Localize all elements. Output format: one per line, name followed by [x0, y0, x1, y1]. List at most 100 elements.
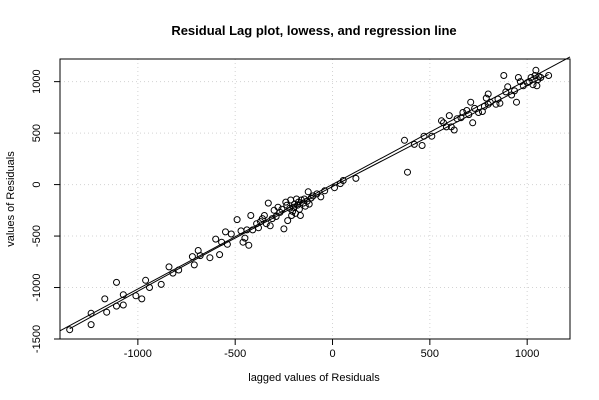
y-axis-label: values of Residuals	[5, 151, 17, 247]
data-point	[465, 111, 473, 119]
data-point	[87, 309, 95, 317]
data-point	[157, 280, 165, 288]
data-point	[113, 278, 120, 286]
data-point	[450, 126, 458, 134]
data-point	[496, 99, 504, 107]
data-point	[304, 188, 312, 196]
data-point	[453, 115, 461, 123]
y-tick-label: -500	[31, 225, 43, 247]
x-tick-label: 500	[421, 348, 439, 360]
data-points	[66, 66, 553, 334]
y-tick-label: 500	[31, 124, 43, 142]
data-point	[309, 192, 317, 200]
data-point	[401, 136, 408, 144]
data-point	[103, 308, 111, 316]
data-point	[484, 90, 492, 98]
data-point	[245, 241, 253, 249]
data-point	[404, 168, 411, 176]
data-point	[307, 194, 315, 202]
data-point	[482, 94, 490, 102]
data-point	[165, 263, 173, 271]
data-point	[264, 199, 272, 207]
data-point	[188, 253, 196, 261]
data-point	[222, 228, 229, 236]
x-axis: -1000 -500 0 500 1000	[124, 339, 539, 360]
x-tick-label: -1000	[124, 348, 152, 360]
data-point	[352, 174, 360, 182]
data-point	[255, 224, 262, 232]
data-point	[420, 132, 428, 140]
data-point	[410, 140, 418, 148]
x-tick-label: 0	[329, 348, 335, 360]
data-point	[331, 184, 338, 192]
data-point	[270, 206, 278, 214]
data-point	[438, 117, 445, 125]
data-point	[142, 276, 150, 284]
data-point	[101, 295, 109, 303]
y-tick-label: 0	[31, 182, 43, 188]
data-point	[305, 200, 313, 208]
data-point	[284, 217, 292, 225]
y-tick-label: -1500	[31, 325, 43, 353]
data-point	[418, 142, 426, 149]
data-point	[227, 230, 235, 238]
data-point	[196, 252, 204, 260]
data-point	[266, 222, 274, 230]
data-point	[467, 98, 475, 106]
data-point	[247, 212, 255, 219]
data-point	[529, 81, 537, 89]
data-point	[175, 266, 183, 274]
chart-title: Residual Lag plot, lowess, and regressio…	[171, 23, 456, 38]
data-point	[119, 291, 127, 299]
data-point	[494, 95, 502, 103]
data-point	[280, 225, 288, 233]
data-point	[260, 212, 268, 219]
data-point	[296, 212, 304, 219]
data-point	[216, 251, 224, 259]
data-point	[514, 74, 522, 81]
data-point	[206, 254, 214, 262]
data-point	[212, 235, 220, 243]
data-point	[278, 205, 286, 213]
data-point	[475, 109, 482, 116]
data-point	[113, 302, 120, 310]
data-point	[272, 213, 280, 220]
data-point	[138, 295, 146, 303]
data-point	[500, 72, 508, 79]
data-point	[463, 107, 471, 114]
data-point	[241, 234, 249, 242]
data-point	[288, 212, 296, 219]
data-point	[66, 326, 74, 334]
data-point	[471, 104, 479, 112]
data-point	[223, 240, 231, 248]
data-point	[233, 216, 241, 224]
data-point	[532, 66, 540, 74]
data-point	[533, 82, 541, 90]
data-point	[317, 193, 325, 201]
y-axis: -1500 -1000 -500 0 500 1000	[31, 69, 60, 353]
data-point	[513, 98, 520, 106]
data-point	[119, 301, 127, 309]
plot-frame	[59, 58, 571, 340]
data-point	[339, 177, 347, 184]
data-point	[321, 187, 329, 195]
data-point	[146, 284, 153, 291]
data-point	[87, 321, 95, 329]
data-point	[469, 119, 477, 127]
data-point	[442, 123, 450, 131]
x-axis-label: lagged values of Residuals	[248, 372, 380, 384]
data-point	[527, 74, 535, 81]
data-point	[262, 220, 270, 228]
grid	[60, 59, 570, 340]
data-point	[268, 215, 276, 223]
data-point	[484, 100, 492, 108]
x-tick-label: -500	[224, 348, 246, 360]
data-point	[428, 132, 436, 140]
data-point	[537, 74, 545, 81]
data-point	[545, 72, 553, 79]
data-point	[239, 238, 247, 246]
data-point	[132, 292, 140, 300]
data-point	[445, 112, 453, 120]
data-point	[504, 83, 512, 91]
data-point	[459, 109, 467, 116]
